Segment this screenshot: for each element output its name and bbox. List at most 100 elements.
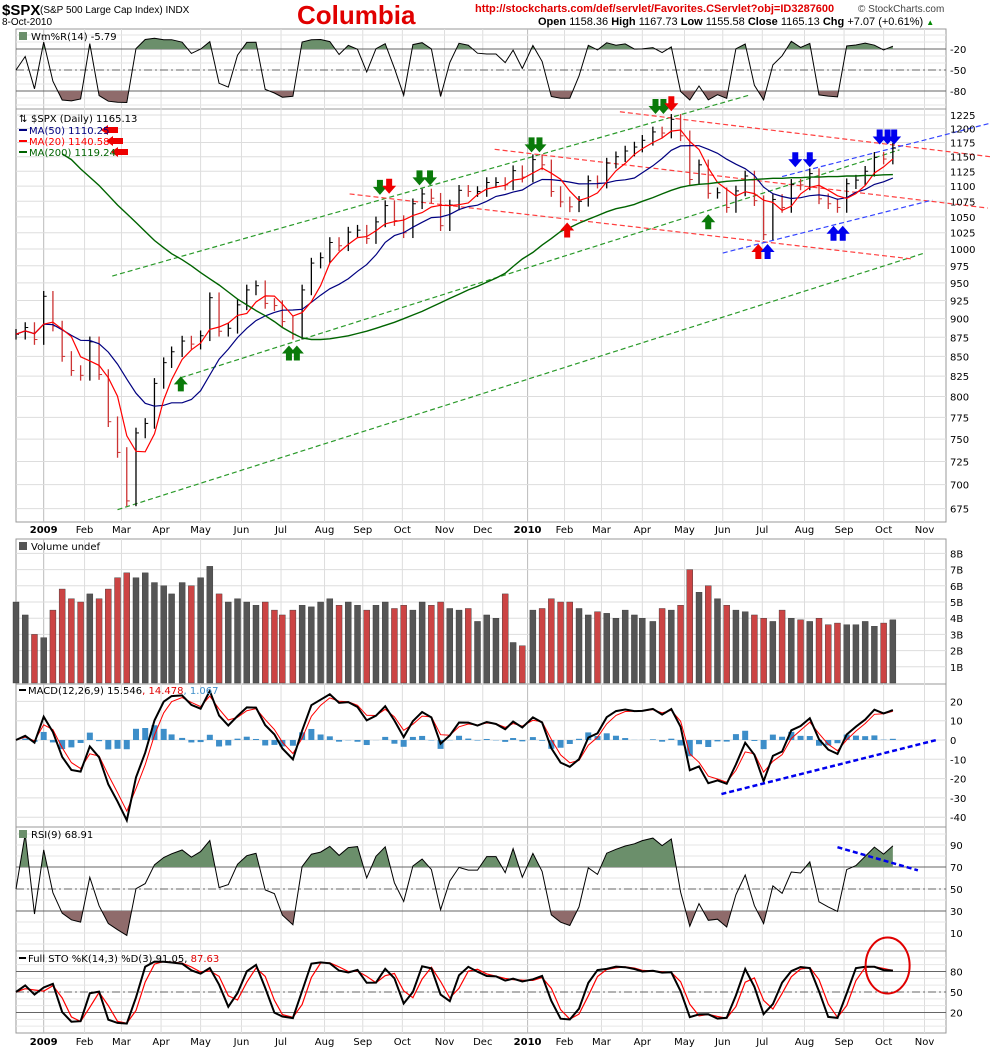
macd-histogram-bar <box>825 740 832 746</box>
macd-histogram-bar <box>279 740 286 747</box>
volume-tick-label: 3B <box>950 630 963 641</box>
volume-bar <box>852 624 860 684</box>
volume-bar <box>114 577 121 684</box>
bottom-x-tick-label: Nov <box>435 1037 455 1048</box>
top-x-tick-label: Aug <box>795 525 815 536</box>
volume-bar <box>363 609 370 684</box>
volume-tick-label: 8B <box>950 549 963 560</box>
macd-tick-label: 0 <box>950 736 956 747</box>
chart-date: 8-Oct-2010 <box>2 17 53 28</box>
volume-bar <box>529 609 537 684</box>
volume-bar <box>741 611 749 684</box>
symbol: $SPX <box>2 2 41 19</box>
close-label: Close <box>747 16 778 28</box>
macd-signal-value: , 14.478 <box>142 686 183 697</box>
macd-histogram-bar <box>529 737 536 740</box>
sto-name: Full STO %K(14,3) %D(3) 91.05, <box>28 954 187 965</box>
rsi-panel-icon <box>19 830 27 838</box>
macd-tick-label: 10 <box>950 717 963 728</box>
macd-histogram-bar <box>142 728 149 740</box>
willr-panel-icon <box>19 32 27 40</box>
macd-histogram-bar <box>271 740 278 745</box>
signal-arrow-down-icon <box>656 98 671 114</box>
volume-bar <box>668 609 675 684</box>
volume-bar <box>418 601 426 684</box>
macd-histogram-bar <box>151 725 158 740</box>
price-label: $SPX (Daily) 1165.13 <box>31 114 137 125</box>
macd-histogram-bar <box>612 735 619 740</box>
volume-bar <box>492 618 500 684</box>
volume-bar <box>797 619 804 684</box>
macd-histogram-bar <box>299 732 306 740</box>
macd-histogram-bar <box>852 735 859 740</box>
sto-tick-label: 50 <box>950 988 963 999</box>
stockcharts-copyright[interactable]: © StockCharts.com <box>858 4 945 15</box>
top-x-tick-label: Mar <box>112 525 132 536</box>
macd-histogram-bar <box>336 740 343 742</box>
macd-trendline <box>721 738 937 796</box>
macd-value: 15.546 <box>107 686 142 697</box>
sto-tick-label: 20 <box>950 1008 963 1019</box>
volume-bar <box>585 614 592 684</box>
sto-tick-label: 80 <box>950 968 963 979</box>
price-tick-label: 1200 <box>950 125 975 136</box>
symbol-description: (S&P 500 Large Cap Index) INDX <box>40 5 190 16</box>
rsi-tick-label: 10 <box>950 929 963 940</box>
ma-legend-arrow-icon <box>106 136 123 146</box>
top-x-tick-label: Feb <box>556 525 574 536</box>
volume-bar <box>465 608 472 684</box>
macd-histogram-bar <box>797 735 804 740</box>
volume-bar <box>825 624 832 684</box>
price-tick-label: 675 <box>950 505 969 516</box>
rsi-oversold-fill <box>16 911 893 936</box>
macd-histogram-bar <box>566 740 573 744</box>
macd-histogram-bar <box>197 740 204 743</box>
rsi-trendline <box>837 845 919 872</box>
volume-bar <box>603 613 610 684</box>
macd-histogram-bar <box>622 738 629 740</box>
price-tick-label: 800 <box>950 392 969 403</box>
macd-histogram-bar <box>400 740 407 747</box>
price-tick-label: 725 <box>950 457 969 468</box>
bottom-x-tick-label: 2010 <box>514 1037 542 1048</box>
macd-histogram-bar <box>326 736 333 740</box>
price-tick-label: 1025 <box>950 229 975 240</box>
macd-histogram-bar <box>168 734 175 740</box>
signal-arrow-up-icon <box>701 214 716 230</box>
top-x-tick-label: Nov <box>435 525 455 536</box>
volume-tick-label: 6B <box>950 582 963 593</box>
chg-label: Chg <box>822 16 845 28</box>
signal-arrow-down-icon <box>648 98 663 114</box>
macd-histogram-bar <box>594 736 601 740</box>
macd-histogram-bar <box>59 740 66 750</box>
top-x-tick-label: Oct <box>394 525 411 536</box>
signal-arrow-up-icon <box>826 225 841 241</box>
top-x-tick-label: May <box>674 525 695 536</box>
volume-tick-label: 7B <box>950 566 963 577</box>
volume-bar <box>843 624 850 684</box>
price-tick-label: 1100 <box>950 182 975 193</box>
bottom-x-tick-label: Aug <box>315 1037 335 1048</box>
volume-bar <box>409 609 417 684</box>
close-value: 1165.13 <box>780 16 820 28</box>
top-x-tick-label: Sep <box>835 525 854 536</box>
chart-url-link[interactable]: http://stockcharts.com/def/servlet/Favor… <box>475 3 835 15</box>
price-tick-label: 850 <box>950 352 969 363</box>
macd-hist-value: , 1.067 <box>184 686 219 697</box>
volume-bar <box>631 614 638 684</box>
volume-bar <box>483 614 490 684</box>
volume-tick-label: 2B <box>950 647 963 658</box>
macd-tick-label: 20 <box>950 697 963 708</box>
macd-histogram-bar <box>363 740 370 746</box>
macd-histogram-bar <box>483 738 490 740</box>
green-trendline <box>180 149 900 379</box>
volume-bar <box>317 601 324 684</box>
marks-layer <box>12 37 990 1025</box>
bottom-x-tick-label: Sep <box>835 1037 854 1048</box>
macd-histogram-bar <box>206 734 213 740</box>
top-x-tick-label: Sep <box>353 525 372 536</box>
macd-histogram-bar <box>243 736 250 740</box>
rsi-line <box>15 833 894 937</box>
macd-histogram-bar <box>751 740 758 741</box>
volume-bar <box>354 605 361 684</box>
